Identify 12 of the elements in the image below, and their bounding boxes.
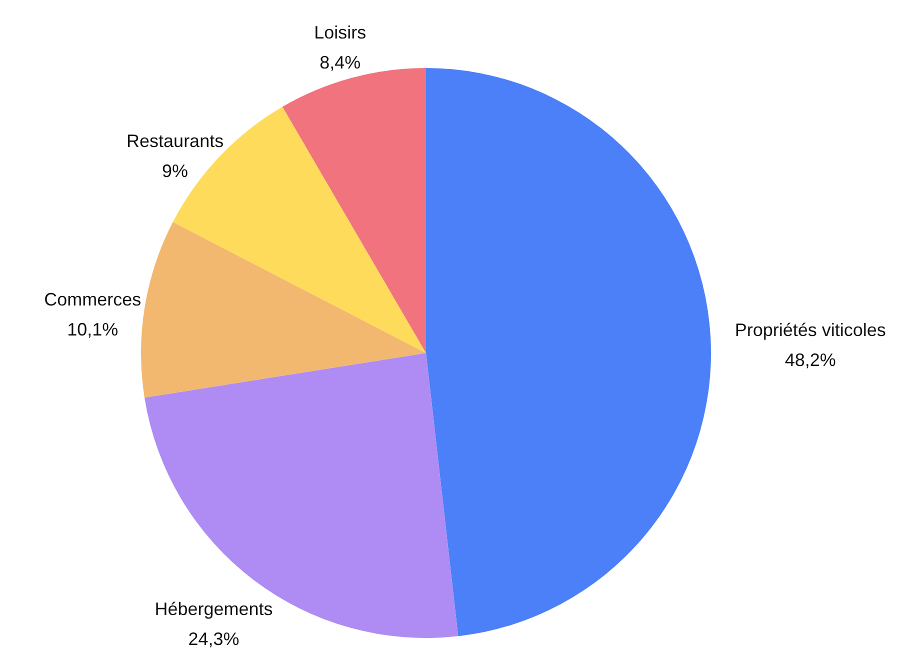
data-label: 10,1% <box>67 319 118 340</box>
slice-label: Restaurants <box>126 130 224 151</box>
data-label: 8,4% <box>320 52 361 72</box>
slice-label: Loisirs <box>314 22 366 42</box>
data-label: 24,3% <box>188 628 240 649</box>
slice-label: Propriétés viticoles <box>734 320 886 340</box>
pie-slice <box>141 222 426 398</box>
slice-label: Hébergements <box>154 598 273 619</box>
pie-slice <box>426 68 711 636</box>
slice-label: Commerces <box>44 289 142 310</box>
data-label: 48,2% <box>784 350 836 370</box>
data-label: 9% <box>162 160 188 181</box>
